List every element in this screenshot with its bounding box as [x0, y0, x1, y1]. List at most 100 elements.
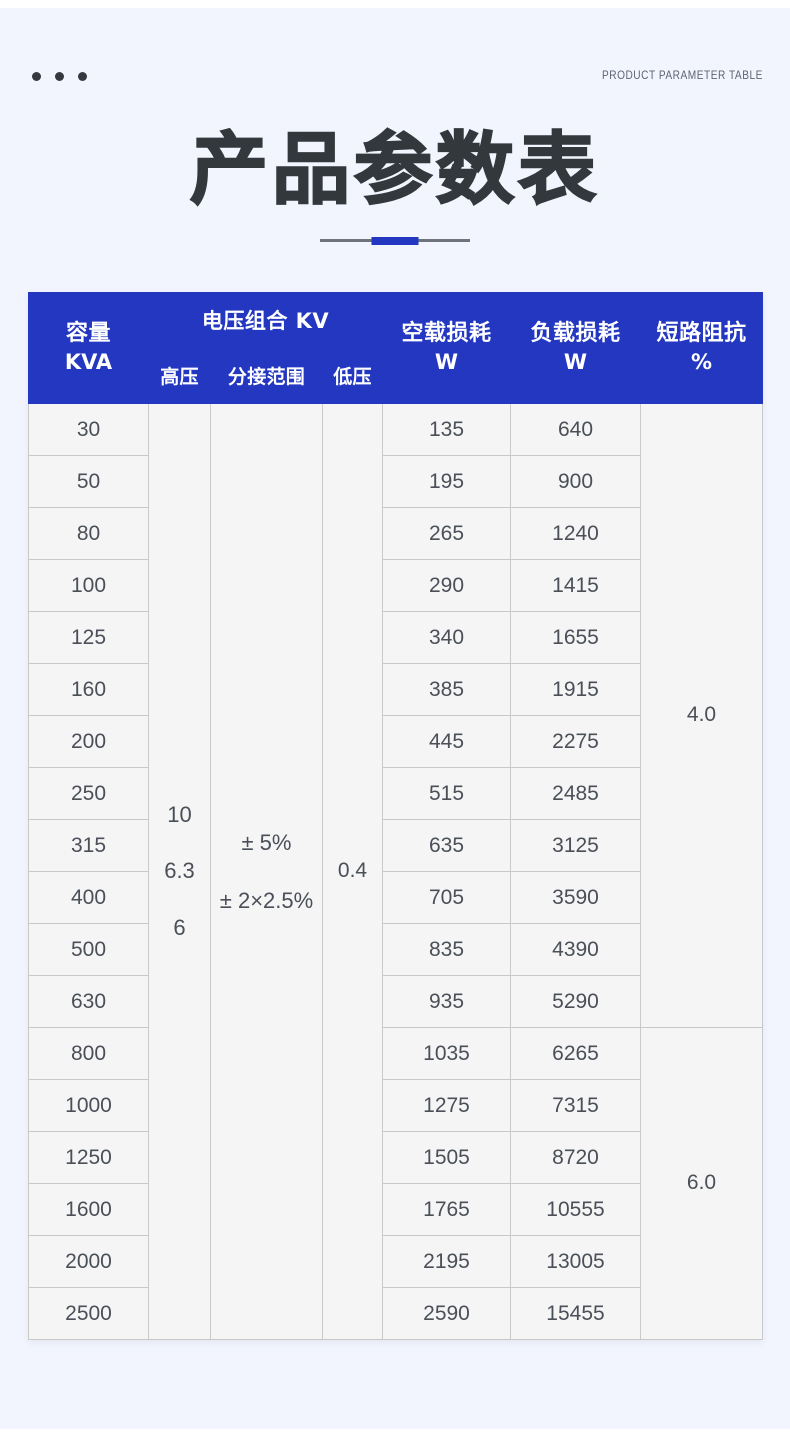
cell-no-load-loss: 340 — [382, 611, 511, 664]
cell-capacity: 800 — [28, 1027, 149, 1080]
cell-load-loss: 7315 — [510, 1079, 641, 1132]
cell-load-loss: 1240 — [510, 507, 641, 560]
cell-capacity: 125 — [28, 611, 149, 664]
cell-load-loss: 8720 — [510, 1131, 641, 1184]
cell-no-load-loss: 705 — [382, 871, 511, 924]
cell-capacity: 250 — [28, 767, 149, 820]
cell-impedance-group-2: 6.0 — [640, 1027, 763, 1340]
header-voltage-group-label: 电压组合 KV — [201, 308, 330, 333]
three-dots-icon — [32, 72, 87, 81]
cell-load-loss: 4390 — [510, 923, 641, 976]
eyebrow-text: PRODUCT PARAMETER TABLE — [602, 70, 763, 82]
cell-capacity: 1000 — [28, 1079, 149, 1132]
header-low-voltage-label: 低压 — [333, 365, 372, 388]
cell-load-loss: 1915 — [510, 663, 641, 716]
table-row: 500 835 4390 — [28, 923, 763, 976]
header-capacity: 容量 KVA — [28, 292, 149, 404]
table-row: 1250 1505 8720 — [28, 1131, 763, 1184]
table-row: 800 1035 6265 6.0 — [28, 1027, 763, 1340]
page-root: PRODUCT PARAMETER TABLE 产品参数表 — [0, 8, 790, 1429]
cell-load-loss: 6265 — [510, 1027, 641, 1080]
table-row: 1000 1275 7315 — [28, 1079, 763, 1132]
table-row: 30 10 6.3 6 ± 5% ± 2×2.5% 0.4 135 640 4.0 — [28, 403, 763, 1340]
cell-no-load-loss: 1765 — [382, 1183, 511, 1236]
cell-load-loss: 3590 — [510, 871, 641, 924]
table-row: 2000 2195 13005 — [28, 1235, 763, 1288]
header-load-loss-line1: 负载损耗 — [530, 321, 621, 347]
cell-no-load-loss: 935 — [382, 975, 511, 1028]
header-no-load-loss: 空载损耗 W — [382, 292, 511, 404]
table-body: 30 10 6.3 6 ± 5% ± 2×2.5% 0.4 135 640 4.0 50 195 900… — [28, 403, 763, 1340]
cell-no-load-loss: 265 — [382, 507, 511, 560]
cell-capacity: 100 — [28, 559, 149, 612]
top-bar: PRODUCT PARAMETER TABLE — [0, 66, 790, 100]
cell-no-load-loss: 195 — [382, 455, 511, 508]
header-impedance-line1: 短路阻抗 — [656, 321, 747, 347]
table-row: 125 340 1655 — [28, 611, 763, 664]
header-voltage-group: 电压组合 KV — [148, 292, 383, 351]
cell-capacity: 500 — [28, 923, 149, 976]
table-header: 容量 KVA 电压组合 KV 空载损耗 W — [28, 292, 763, 404]
header-no-load-loss-line1: 空载损耗 — [401, 321, 492, 347]
cell-no-load-loss: 1035 — [382, 1027, 511, 1080]
cell-capacity: 630 — [28, 975, 149, 1028]
cell-capacity: 80 — [28, 507, 149, 560]
cell-no-load-loss: 1505 — [382, 1131, 511, 1184]
cell-no-load-loss: 635 — [382, 819, 511, 872]
table-row: 250 515 2485 — [28, 767, 763, 820]
tap-range-value-1: ± 5% — [241, 830, 292, 856]
header-tap-range-label: 分接范围 — [227, 365, 306, 388]
parameter-table: 容量 KVA 电压组合 KV 空载损耗 W — [28, 292, 763, 1340]
divider-line — [320, 236, 470, 245]
cell-load-loss: 2275 — [510, 715, 641, 768]
cell-load-loss: 2485 — [510, 767, 641, 820]
cell-capacity: 1250 — [28, 1131, 149, 1184]
divider-accent — [371, 236, 419, 245]
cell-load-loss: 13005 — [510, 1235, 641, 1288]
cell-load-loss: 900 — [510, 455, 641, 508]
high-voltage-value-1: 10 — [167, 802, 192, 828]
parameter-table-wrapper: 容量 KVA 电压组合 KV 空载损耗 W — [28, 292, 763, 1340]
dot-icon-2 — [55, 72, 64, 81]
page-title: 产品参数表 — [189, 124, 600, 216]
cell-capacity: 200 — [28, 715, 149, 768]
table-row: 50 195 900 — [28, 455, 763, 508]
table-row: 2500 2590 15455 — [28, 1287, 763, 1340]
cell-no-load-loss: 1275 — [382, 1079, 511, 1132]
header-capacity-line2: KVA — [64, 349, 113, 374]
header-load-loss-line2: W — [563, 349, 588, 374]
tap-range-value-2: ± 2×2.5% — [219, 887, 314, 913]
header-tap-range: 分接范围 — [210, 350, 323, 404]
header-low-voltage: 低压 — [322, 350, 383, 404]
cell-no-load-loss: 385 — [382, 663, 511, 716]
header-capacity-line1: 容量 — [65, 321, 111, 347]
cell-no-load-loss: 835 — [382, 923, 511, 976]
table-row: 630 935 5290 — [28, 975, 763, 1028]
cell-no-load-loss: 2590 — [382, 1287, 511, 1340]
cell-capacity: 2500 — [28, 1287, 149, 1340]
cell-capacity: 2000 — [28, 1235, 149, 1288]
cell-tap-range-merged: ± 5% ± 2×2.5% — [210, 403, 323, 1340]
cell-capacity: 400 — [28, 871, 149, 924]
cell-no-load-loss: 290 — [382, 559, 511, 612]
header-load-loss: 负载损耗 W — [510, 292, 641, 404]
header-short-circuit-impedance: 短路阻抗 % — [640, 292, 763, 404]
cell-capacity: 315 — [28, 819, 149, 872]
cell-high-voltage-merged: 10 6.3 6 — [148, 403, 211, 1340]
cell-load-loss: 5290 — [510, 975, 641, 1028]
high-voltage-value-2: 6.3 — [164, 858, 195, 884]
header-row-primary: 容量 KVA 电压组合 KV 空载损耗 W — [28, 292, 763, 404]
header-row-secondary: 高压 分接范围 低压 — [29, 350, 763, 404]
header-high-voltage: 高压 — [148, 350, 211, 404]
table-row: 80 265 1240 — [28, 507, 763, 560]
header-no-load-loss-line2: W — [434, 349, 459, 374]
cell-load-loss: 640 — [510, 403, 641, 456]
cell-capacity: 50 — [28, 455, 149, 508]
table-row: 315 635 3125 — [28, 819, 763, 872]
cell-no-load-loss: 2195 — [382, 1235, 511, 1288]
cell-capacity: 160 — [28, 663, 149, 716]
cell-load-loss: 15455 — [510, 1287, 641, 1340]
cell-no-load-loss: 445 — [382, 715, 511, 768]
high-voltage-value-3: 6 — [173, 914, 186, 940]
dot-icon-1 — [32, 72, 41, 81]
